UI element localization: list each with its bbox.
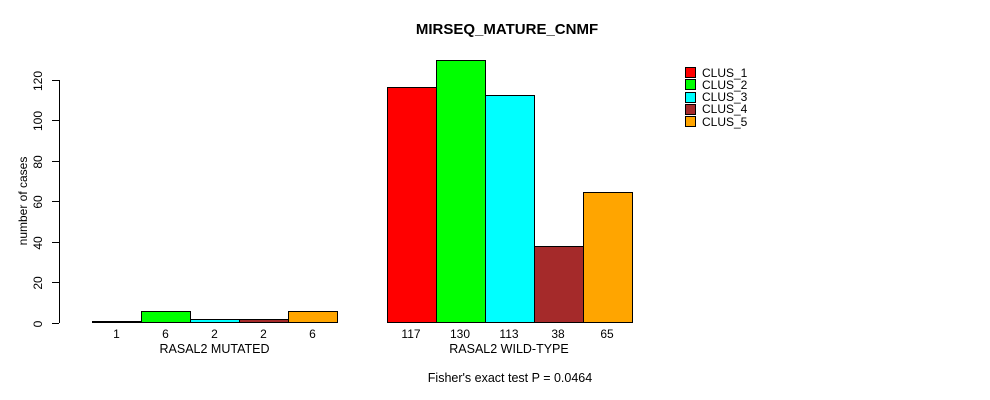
legend-swatch-icon	[685, 79, 696, 91]
y-axis-tick-label: 0	[31, 320, 45, 327]
bar-clus_3-mutated	[190, 319, 240, 323]
y-axis-tick-label: 40	[31, 235, 45, 250]
bar-value-label: 65	[600, 327, 614, 341]
bar-clus_3-wild-type	[484, 95, 535, 323]
bar-clus_2-mutated	[141, 311, 191, 323]
legend-item-clus_5: CLUS_5	[685, 114, 748, 129]
bar-value-label: 1	[113, 327, 120, 341]
y-axis-tick	[52, 80, 59, 81]
legend-label: CLUS_3	[702, 90, 748, 105]
y-axis-tick-label: 20	[31, 275, 45, 290]
bar-clus_1-wild-type	[386, 87, 437, 323]
legend-label: CLUS_1	[702, 65, 748, 80]
y-axis-tick	[52, 201, 59, 202]
legend-label: CLUS_5	[702, 114, 748, 129]
bar-value-label: 2	[211, 327, 218, 341]
bar-clus_4-mutated	[239, 319, 289, 323]
bar-clus_4-wild-type	[533, 246, 584, 323]
bar-value-label: 113	[499, 327, 519, 341]
y-axis-tick-label: 100	[31, 110, 45, 131]
x-axis-group-label: RASAL2 MUTATED	[159, 342, 270, 356]
y-axis-tick	[52, 282, 59, 283]
y-axis-tick	[52, 323, 59, 324]
bar-value-label: 6	[309, 327, 316, 341]
legend-swatch-icon	[685, 103, 696, 115]
legend-label: CLUS_4	[702, 102, 748, 117]
bar-value-label: 130	[449, 327, 471, 341]
legend-item-clus_1: CLUS_1	[685, 65, 748, 80]
y-axis-tick-label: 60	[31, 194, 45, 209]
bar-clus_5-mutated	[288, 311, 338, 323]
chart-title: MIRSEQ_MATURE_CNMF	[415, 21, 599, 38]
legend-item-clus_3: CLUS_3	[685, 90, 748, 105]
legend-item-clus_4: CLUS_4	[685, 102, 748, 117]
bar-clus_5-wild-type	[582, 192, 633, 323]
bar-value-label: 2	[260, 327, 267, 341]
y-axis-tick-label: 80	[31, 154, 45, 169]
x-axis-group-label: RASAL2 WILD-TYPE	[449, 342, 569, 356]
y-axis-tick	[52, 120, 59, 121]
y-axis-title: number of cases	[16, 156, 30, 246]
legend-swatch-icon	[685, 116, 696, 128]
legend-item-clus_2: CLUS_2	[685, 77, 748, 92]
y-axis-tick-label: 120	[31, 70, 45, 91]
y-axis-line	[59, 80, 60, 323]
legend-swatch-icon	[685, 67, 696, 78]
y-axis-tick	[52, 242, 59, 243]
y-axis-tick	[52, 161, 59, 162]
bar-value-label: 38	[551, 327, 565, 341]
legend-label: CLUS_2	[702, 77, 748, 92]
bar-value-label: 117	[401, 327, 421, 341]
legend-swatch-icon	[685, 91, 696, 103]
bar-clus_2-wild-type	[435, 60, 486, 323]
bar-clus_1-mutated	[92, 321, 142, 323]
bar-value-label: 6	[162, 327, 169, 341]
annotation-text: Fisher's exact test P = 0.0464	[427, 371, 593, 385]
